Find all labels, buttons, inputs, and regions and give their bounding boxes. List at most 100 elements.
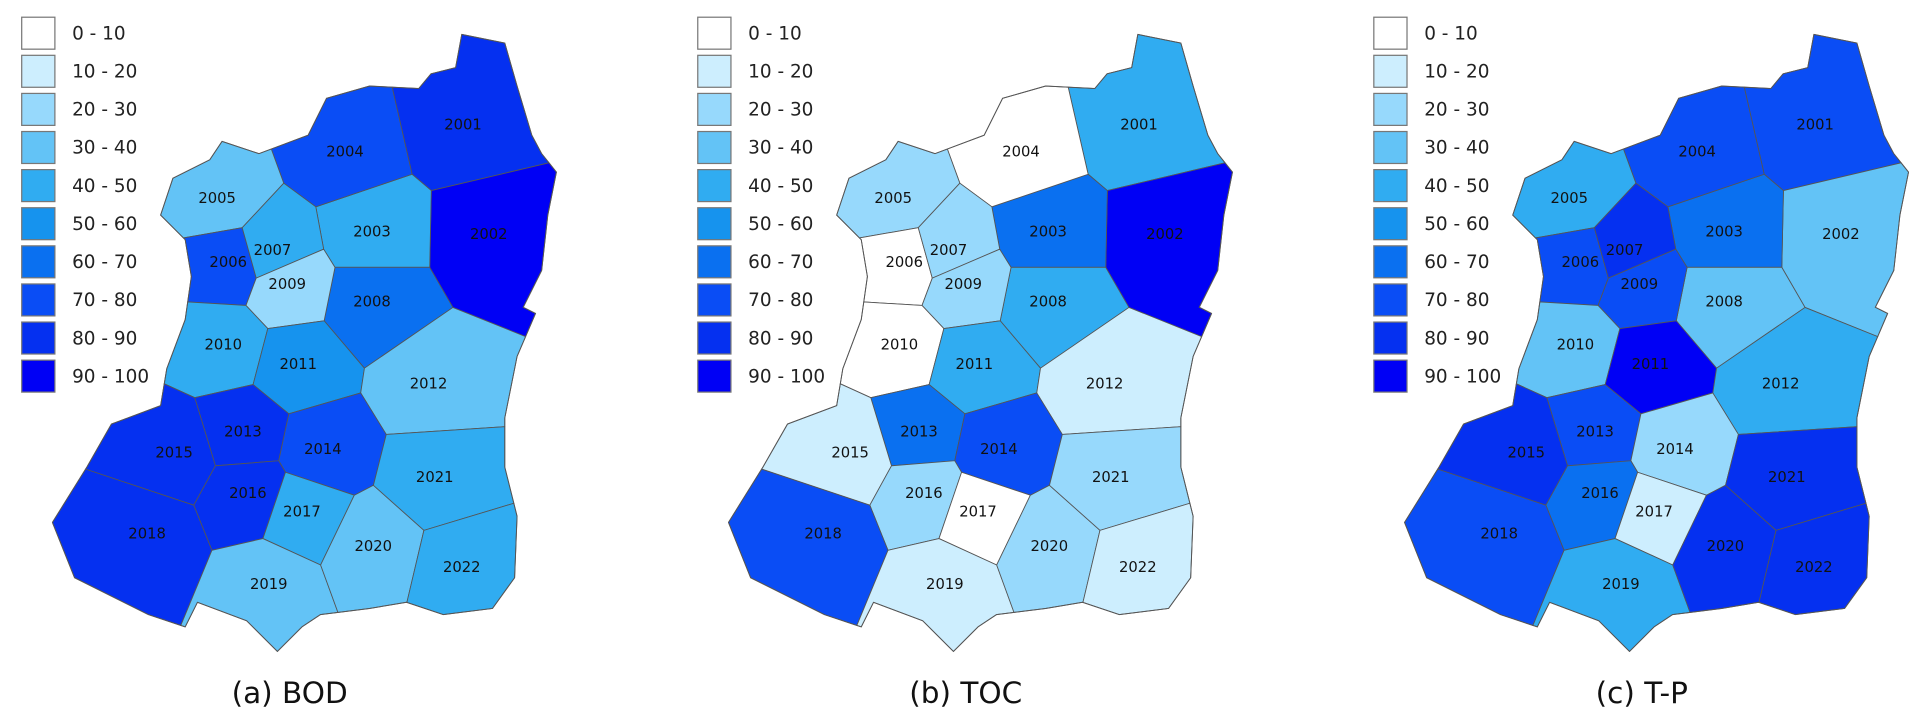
region-label: 2022 <box>443 559 481 576</box>
region-label: 2015 <box>155 445 193 462</box>
legend-swatch <box>697 321 732 355</box>
legend-swatch <box>1373 321 1408 355</box>
region-label: 2002 <box>470 226 508 243</box>
panel: 0 - 10 10 - 20 20 - 30 30 - 40 40 - 50 50 - 6… <box>21 16 557 710</box>
legend-label: 70 - 80 <box>72 290 137 311</box>
legend-swatch <box>697 16 732 50</box>
region-label: 2011 <box>279 356 317 373</box>
legend-swatch <box>697 92 732 126</box>
region-label: 2001 <box>444 116 482 133</box>
region-label: 2012 <box>1762 376 1800 393</box>
legend-swatch <box>21 92 56 126</box>
region-label: 2013 <box>1576 424 1614 441</box>
legend-swatch <box>1373 283 1408 317</box>
legend-swatch <box>1373 54 1408 88</box>
panel: 0 - 10 10 - 20 20 - 30 30 - 40 40 - 50 50 - 6… <box>697 16 1233 710</box>
caption: (a) BOD <box>232 676 348 710</box>
region-label: 2010 <box>1557 336 1595 353</box>
legend-swatch <box>1373 207 1408 241</box>
region-label: 2013 <box>900 424 938 441</box>
region-label: 2016 <box>905 485 943 502</box>
legend-swatch <box>697 359 732 393</box>
region-label: 2009 <box>1621 276 1659 293</box>
region-label: 2021 <box>1092 469 1130 486</box>
legend-swatch <box>21 321 56 355</box>
legend-label: 70 - 80 <box>1424 290 1489 311</box>
legend-swatch <box>21 359 56 393</box>
legend-label: 10 - 20 <box>1424 62 1489 83</box>
legend-label: 20 - 30 <box>1424 100 1489 121</box>
region-label: 2014 <box>1656 441 1694 458</box>
region-label: 2003 <box>353 223 391 240</box>
region-label: 2007 <box>930 242 968 259</box>
legend-label: 0 - 10 <box>72 23 126 44</box>
region-label: 2019 <box>1602 576 1640 593</box>
legend-swatch <box>697 245 732 279</box>
legend-label: 70 - 80 <box>748 290 813 311</box>
legend-swatch <box>1373 169 1408 203</box>
region-label: 2012 <box>410 376 448 393</box>
legend-label: 40 - 50 <box>72 176 137 197</box>
legend-label: 20 - 30 <box>72 100 137 121</box>
region-outline <box>51 33 557 653</box>
region-label: 2002 <box>1822 226 1860 243</box>
caption: (b) TOC <box>909 676 1022 710</box>
legend-label: 50 - 60 <box>72 214 137 235</box>
legend-swatch <box>21 54 56 88</box>
region-label: 2020 <box>1707 538 1745 555</box>
region-label: 2017 <box>283 504 321 521</box>
region-label: 2021 <box>416 469 454 486</box>
region-label: 2004 <box>1678 143 1716 160</box>
legend-swatch <box>21 16 56 50</box>
legend-swatch <box>1373 359 1408 393</box>
legend-label: 80 - 90 <box>1424 328 1489 349</box>
region-label: 2014 <box>980 441 1018 458</box>
region-label: 2020 <box>354 538 392 555</box>
region-label: 2012 <box>1086 376 1124 393</box>
region-label: 2013 <box>224 424 262 441</box>
region-label: 2004 <box>1002 143 1040 160</box>
region-outline <box>727 33 1233 653</box>
panel: 0 - 10 10 - 20 20 - 30 30 - 40 40 - 50 50 - 6… <box>1373 16 1910 710</box>
region-label: 2017 <box>1635 504 1673 521</box>
region-label: 2014 <box>304 441 342 458</box>
legend-label: 60 - 70 <box>748 252 813 273</box>
legend-swatch <box>697 207 732 241</box>
legend-label: 0 - 10 <box>748 23 802 44</box>
region-label: 2003 <box>1705 223 1743 240</box>
legend-label: 0 - 10 <box>1424 23 1478 44</box>
region-label: 2009 <box>268 276 306 293</box>
region-label: 2022 <box>1119 559 1157 576</box>
legend-swatch <box>1373 92 1408 126</box>
legend-label: 90 - 100 <box>1424 366 1501 387</box>
region-label: 2001 <box>1120 116 1158 133</box>
region-label: 2008 <box>1705 293 1743 310</box>
region-outline <box>1404 33 1910 653</box>
region-label: 2006 <box>209 254 247 271</box>
region-label: 2010 <box>881 336 919 353</box>
legend-label: 80 - 90 <box>72 328 137 349</box>
caption: (c) T-P <box>1596 676 1688 710</box>
legend-swatch <box>1373 16 1408 50</box>
legend-label: 50 - 60 <box>1424 214 1489 235</box>
region-label: 2021 <box>1768 469 1806 486</box>
legend-label: 10 - 20 <box>748 62 813 83</box>
legend-label: 40 - 50 <box>1424 176 1489 197</box>
region-label: 2005 <box>198 190 236 207</box>
region-label: 2010 <box>205 336 243 353</box>
legend-label: 60 - 70 <box>1424 252 1489 273</box>
legend-swatch <box>21 169 56 203</box>
legend-label: 80 - 90 <box>748 328 813 349</box>
region-label: 2003 <box>1029 223 1067 240</box>
region-label: 2005 <box>1550 190 1588 207</box>
legend-swatch <box>21 130 56 165</box>
region-label: 2015 <box>831 445 869 462</box>
legend-label: 30 - 40 <box>72 138 137 159</box>
region-label: 2008 <box>353 293 391 310</box>
legend-swatch <box>1373 130 1408 165</box>
legend-swatch <box>21 245 56 279</box>
region-label: 2008 <box>1029 293 1067 310</box>
region-label: 2017 <box>959 504 997 521</box>
region-label: 2019 <box>250 576 288 593</box>
